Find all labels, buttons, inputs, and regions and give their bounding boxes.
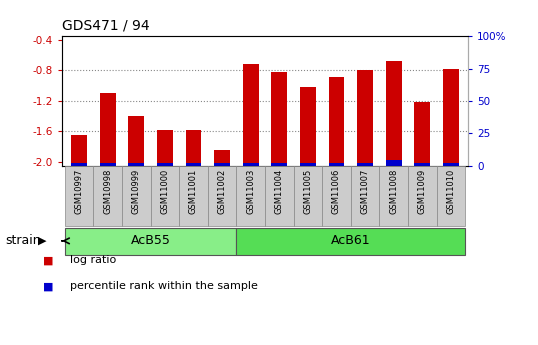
Text: GSM11002: GSM11002 <box>217 169 226 214</box>
Text: GSM11005: GSM11005 <box>303 169 313 214</box>
Text: GDS471 / 94: GDS471 / 94 <box>62 19 150 33</box>
Bar <box>300 87 316 166</box>
Bar <box>93 166 122 226</box>
Bar <box>65 166 93 226</box>
Text: percentile rank within the sample: percentile rank within the sample <box>70 282 258 291</box>
Bar <box>265 166 294 226</box>
Bar <box>271 72 287 166</box>
Text: GSM11003: GSM11003 <box>246 169 255 214</box>
Text: ■: ■ <box>43 256 54 265</box>
Bar <box>414 102 430 166</box>
Bar <box>236 166 265 226</box>
Text: GSM11007: GSM11007 <box>360 169 370 214</box>
Bar <box>329 163 344 166</box>
Bar <box>300 163 316 166</box>
Bar <box>414 163 430 166</box>
Bar <box>71 135 87 166</box>
Text: GSM11009: GSM11009 <box>418 169 427 214</box>
Bar <box>208 166 236 226</box>
Bar <box>71 163 87 166</box>
Text: GSM10999: GSM10999 <box>132 169 141 214</box>
Text: ▶: ▶ <box>38 236 46 246</box>
Bar <box>179 166 208 226</box>
Bar <box>214 150 230 166</box>
Text: GSM10998: GSM10998 <box>103 169 112 214</box>
Bar <box>186 130 201 166</box>
Bar <box>357 70 373 166</box>
Text: GSM11010: GSM11010 <box>447 169 455 214</box>
Bar <box>322 166 351 226</box>
Bar <box>243 163 259 166</box>
Bar <box>214 163 230 166</box>
Text: AcB61: AcB61 <box>331 234 371 247</box>
Bar <box>408 166 437 226</box>
Text: log ratio: log ratio <box>70 256 116 265</box>
Text: ■: ■ <box>43 282 54 291</box>
Bar <box>351 166 379 226</box>
Text: GSM10997: GSM10997 <box>75 169 83 214</box>
Bar <box>186 163 201 166</box>
Bar <box>236 228 465 255</box>
Bar <box>100 163 116 166</box>
Bar <box>379 166 408 226</box>
Bar <box>386 160 401 166</box>
Bar <box>271 163 287 166</box>
Text: GSM11006: GSM11006 <box>332 169 341 214</box>
Text: strain: strain <box>5 234 41 247</box>
Bar <box>443 163 459 166</box>
Bar <box>443 69 459 166</box>
Text: GSM11004: GSM11004 <box>275 169 284 214</box>
Bar <box>243 65 259 166</box>
Bar <box>294 166 322 226</box>
Bar <box>151 166 179 226</box>
Bar <box>357 163 373 166</box>
Bar <box>122 166 151 226</box>
Bar <box>129 163 144 166</box>
Bar <box>329 77 344 166</box>
Bar <box>100 93 116 166</box>
Text: GSM11000: GSM11000 <box>160 169 169 214</box>
Bar <box>437 166 465 226</box>
Text: GSM11001: GSM11001 <box>189 169 198 214</box>
Bar <box>157 163 173 166</box>
Bar <box>65 228 236 255</box>
Text: GSM11008: GSM11008 <box>389 169 398 214</box>
Bar <box>129 116 144 166</box>
Text: AcB55: AcB55 <box>131 234 171 247</box>
Bar <box>386 61 401 166</box>
Bar <box>157 130 173 166</box>
